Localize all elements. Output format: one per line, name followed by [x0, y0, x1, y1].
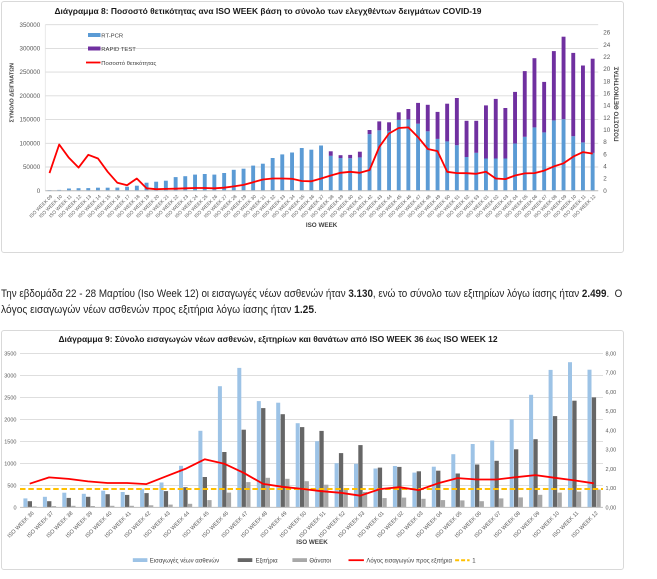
svg-text:0: 0 — [37, 188, 41, 195]
svg-text:ISO WEEK: ISO WEEK — [306, 222, 338, 229]
svg-text:0: 0 — [603, 188, 607, 195]
svg-text:RAPID TEST: RAPID TEST — [101, 47, 136, 53]
svg-text:26: 26 — [603, 30, 611, 37]
svg-text:ΣΥΝΟΛΟ ΔΕΙΓΜΑΤΩΝ: ΣΥΝΟΛΟ ΔΕΙΓΜΑΤΩΝ — [10, 63, 16, 122]
svg-text:12: 12 — [603, 115, 611, 122]
svg-text:4,00: 4,00 — [606, 428, 617, 434]
svg-text:0: 0 — [13, 505, 16, 511]
svg-text:2: 2 — [603, 176, 607, 183]
svg-text:300000: 300000 — [20, 46, 41, 53]
svg-text:5,00: 5,00 — [606, 409, 617, 415]
svg-text:Εξιτήρια: Εξιτήρια — [256, 558, 278, 565]
svg-text:500: 500 — [7, 483, 16, 489]
svg-text:3,00: 3,00 — [606, 448, 617, 454]
svg-text:50000: 50000 — [23, 164, 41, 171]
svg-text:Διάγραμμα 8: Ποσοστό θετικότη: Διάγραμμα 8: Ποσοστό θετικότητας ανα ISO… — [54, 6, 481, 16]
svg-text:1,00: 1,00 — [606, 486, 617, 492]
svg-text:150000: 150000 — [20, 117, 41, 124]
svg-text:22: 22 — [603, 54, 611, 61]
svg-text:6: 6 — [603, 151, 607, 158]
svg-text:Λόγος εισαγωγών προς εξιτήρια: Λόγος εισαγωγών προς εξιτήρια — [366, 558, 452, 565]
svg-text:7,00: 7,00 — [606, 371, 617, 377]
svg-text:RT-PCR: RT-PCR — [101, 33, 123, 39]
svg-text:Εισαγωγές νέων ασθενών: Εισαγωγές νέων ασθενών — [150, 558, 219, 565]
svg-text:1500: 1500 — [4, 439, 16, 445]
svg-text:6,00: 6,00 — [606, 390, 617, 396]
svg-text:Ποσοστό θετικότητας: Ποσοστό θετικότητας — [101, 60, 156, 67]
svg-text:Διάγραμμα 9: Σύνολο εισαγωγών: Διάγραμμα 9: Σύνολο εισαγωγών νέων ασθεν… — [58, 334, 497, 344]
svg-text:100000: 100000 — [20, 140, 41, 147]
svg-text:8,00: 8,00 — [606, 351, 617, 357]
svg-text:2000: 2000 — [4, 417, 16, 423]
svg-text:Θάνατοι: Θάνατοι — [309, 558, 331, 565]
svg-text:3000: 3000 — [4, 373, 16, 379]
svg-text:1000: 1000 — [4, 461, 16, 467]
svg-text:2,00: 2,00 — [606, 467, 617, 473]
svg-text:16: 16 — [603, 91, 611, 98]
svg-text:200000: 200000 — [20, 93, 41, 100]
svg-text:14: 14 — [603, 103, 611, 110]
svg-text:0,00: 0,00 — [606, 505, 617, 511]
svg-text:24: 24 — [603, 42, 611, 49]
svg-text:250000: 250000 — [20, 69, 41, 76]
svg-text:18: 18 — [603, 78, 611, 85]
svg-text:2500: 2500 — [4, 395, 16, 401]
svg-text:4: 4 — [603, 164, 607, 171]
svg-text:3500: 3500 — [4, 351, 16, 357]
svg-text:1: 1 — [472, 559, 476, 565]
svg-text:20: 20 — [603, 66, 611, 73]
svg-text:ISO WEEK: ISO WEEK — [296, 539, 328, 546]
svg-text:8: 8 — [603, 139, 607, 146]
svg-text:ΠΟΣΟΣΤΟ ΘΕΤΙΚΟΤΗΤΑΣ: ΠΟΣΟΣΤΟ ΘΕΤΙΚΟΤΗΤΑΣ — [614, 66, 621, 141]
svg-text:350000: 350000 — [20, 22, 41, 29]
svg-text:10: 10 — [603, 127, 611, 134]
